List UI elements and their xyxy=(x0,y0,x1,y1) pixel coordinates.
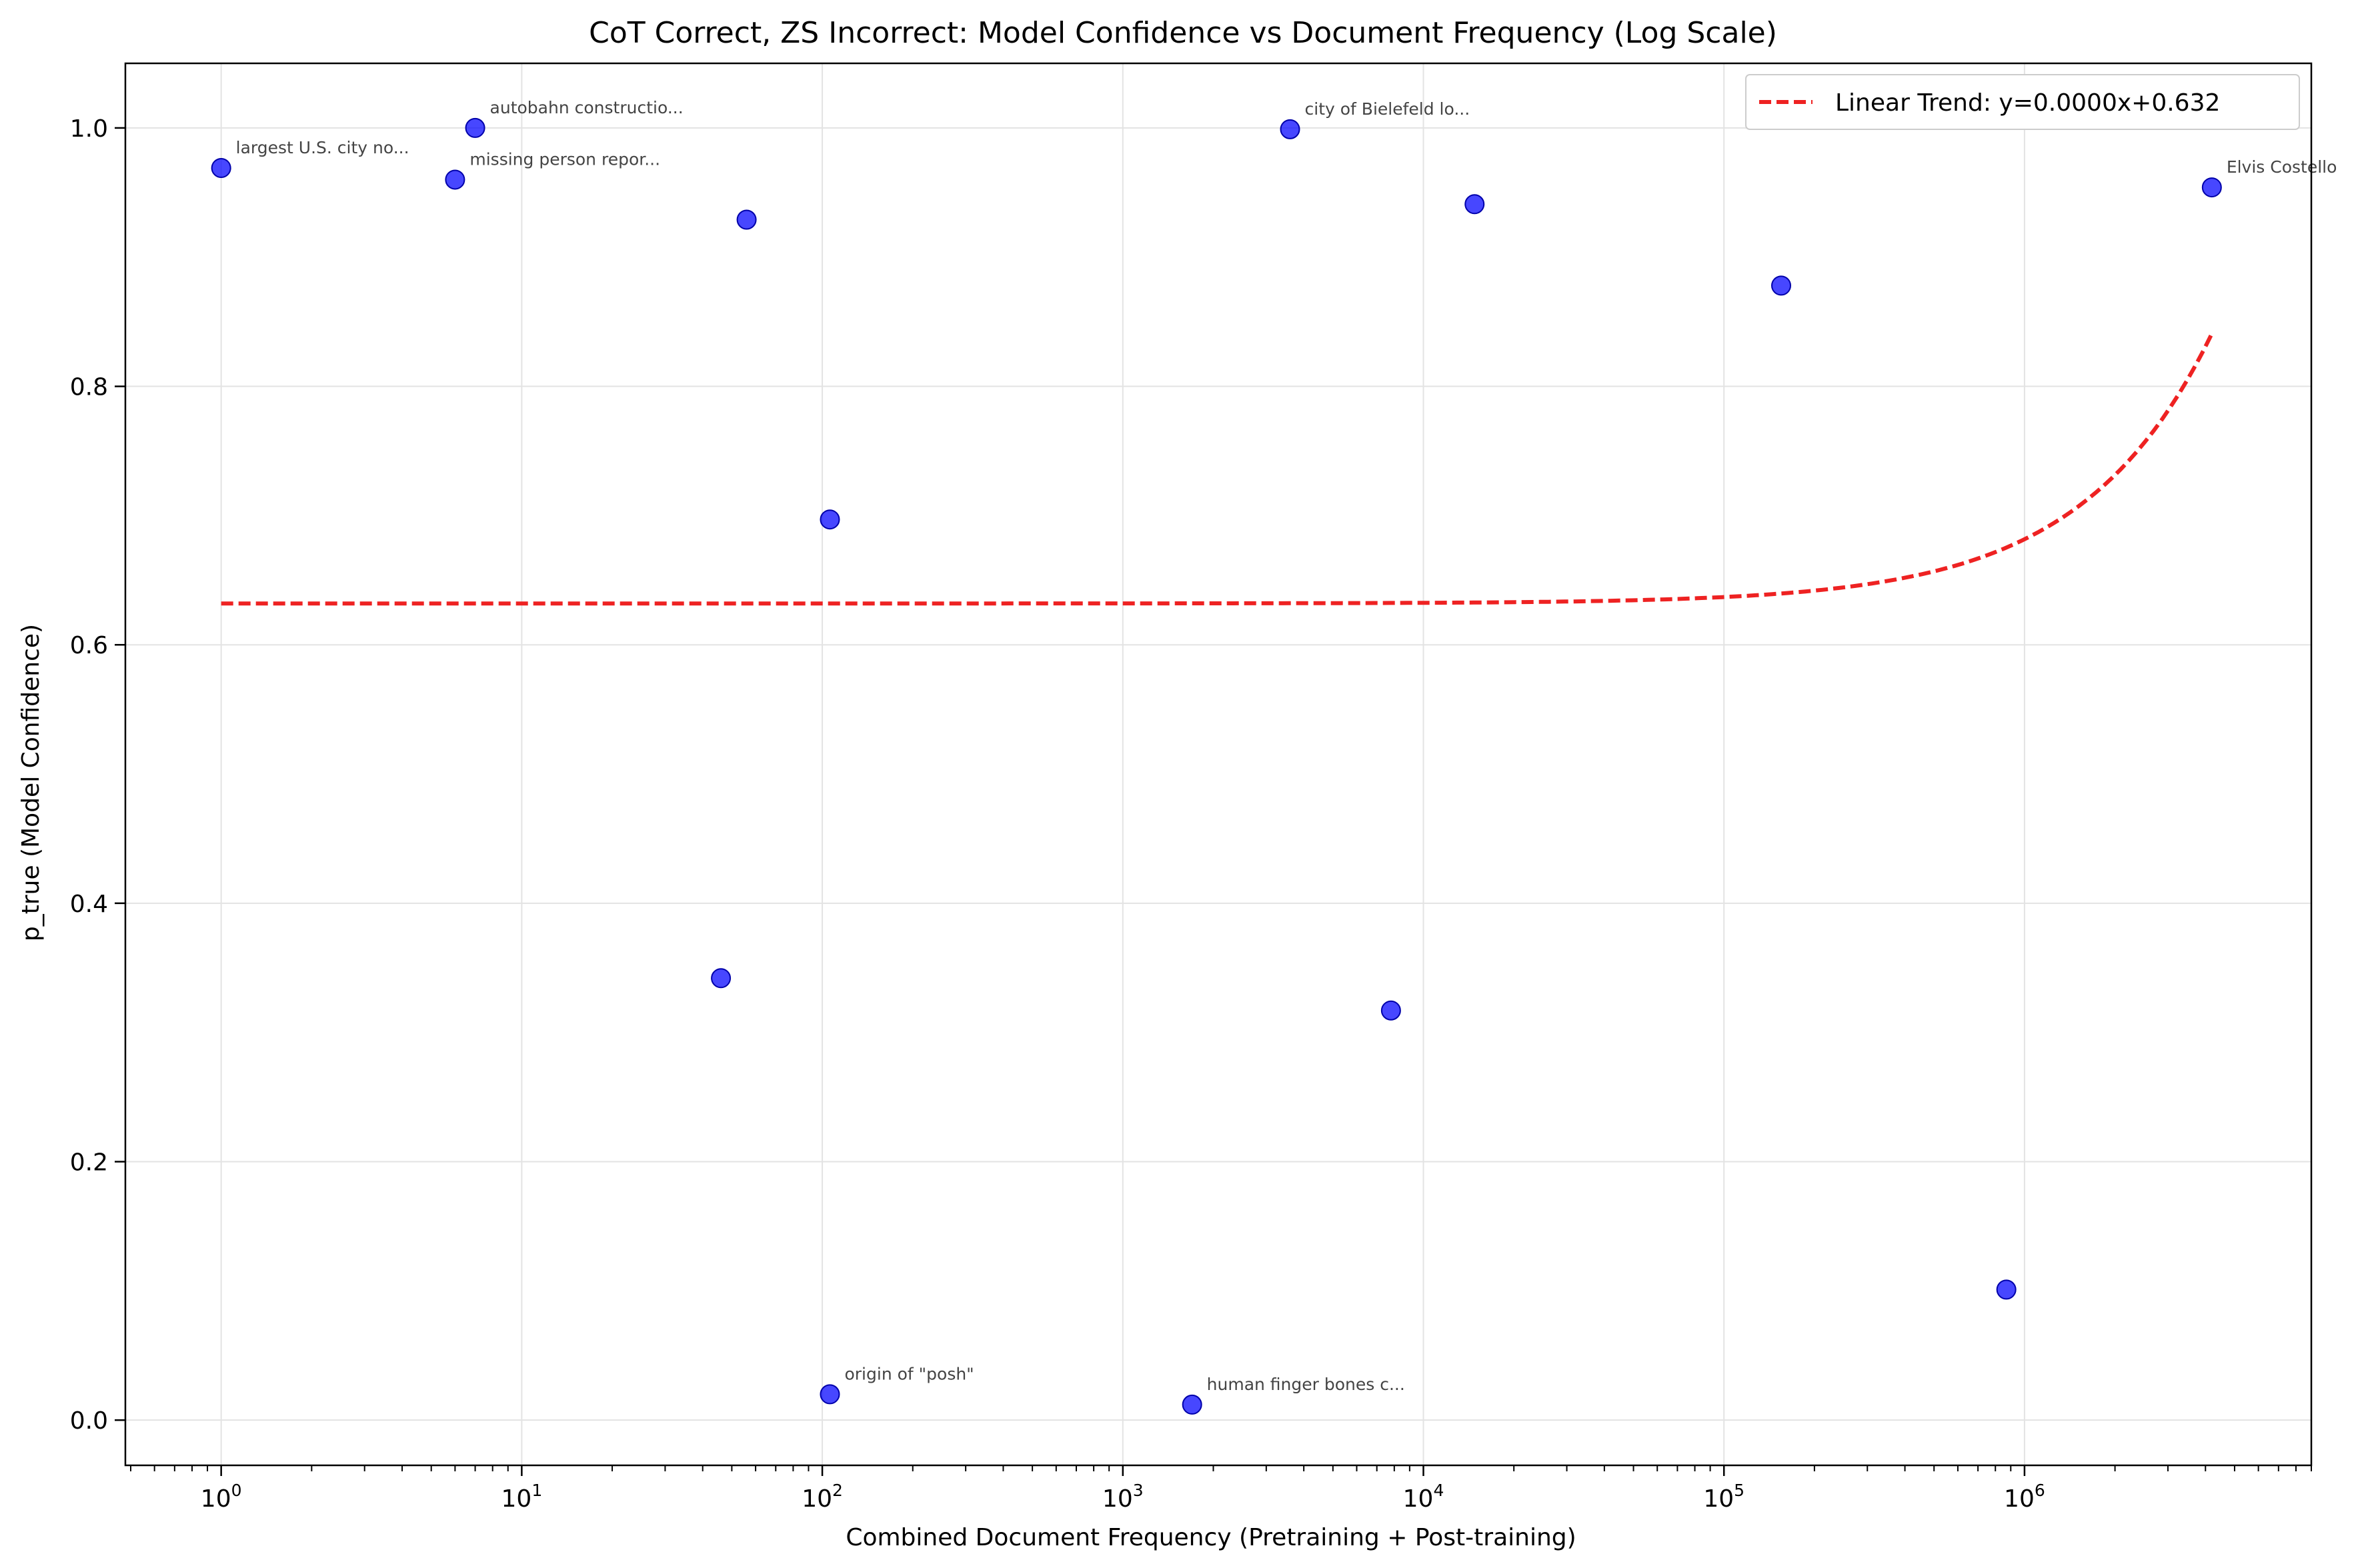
chart-title: CoT Correct, ZS Incorrect: Model Confide… xyxy=(589,16,1777,50)
x-tick-label: 102 xyxy=(802,1481,843,1513)
x-tick-label: 105 xyxy=(1703,1481,1744,1513)
data-point xyxy=(1464,194,1485,215)
data-point xyxy=(1770,275,1791,296)
data-point xyxy=(1182,1394,1202,1415)
points-layer xyxy=(211,117,2222,1415)
data-point xyxy=(820,509,840,530)
data-point xyxy=(711,968,732,989)
data-point xyxy=(736,209,757,230)
x-tick-label: 103 xyxy=(1102,1481,1144,1513)
data-point xyxy=(445,169,465,190)
x-tick-label: 106 xyxy=(2004,1481,2045,1513)
x-tick-label: 101 xyxy=(501,1481,543,1513)
point-annotation: human finger bones c... xyxy=(1207,1375,1405,1394)
point-annotation: largest U.S. city no... xyxy=(236,138,409,157)
point-annotation: autobahn constructio... xyxy=(490,98,684,117)
data-point xyxy=(1280,119,1300,139)
trend-line xyxy=(221,333,2214,606)
data-point xyxy=(2201,177,2222,198)
y-axis-ticks: 0.0 0.2 0.4 0.6 0.8 1.0 xyxy=(70,115,125,1435)
point-annotation: missing person repor... xyxy=(469,149,660,169)
point-annotation: origin of "posh" xyxy=(844,1364,974,1383)
legend-box xyxy=(1745,74,2300,130)
point-annotation: city of Bielefeld lo... xyxy=(1305,99,1470,119)
y-tick-label: 0.6 xyxy=(70,632,108,659)
plot-frame xyxy=(124,62,2313,1467)
x-axis-ticks: 100 101 102 103 104 105 106 xyxy=(129,1465,2312,1513)
data-point xyxy=(1996,1279,2017,1300)
legend: Linear Trend: y=0.0000x+0.632 xyxy=(1745,74,2300,130)
x-tick-label: 104 xyxy=(1403,1481,1444,1513)
grid xyxy=(125,63,2311,1465)
y-tick-label: 0.0 xyxy=(70,1407,108,1435)
y-tick-label: 0.8 xyxy=(70,374,108,401)
legend-trend-label: Linear Trend: y=0.0000x+0.632 xyxy=(1835,89,2220,117)
annotation-layer: largest U.S. city no... missing person re… xyxy=(236,98,2337,1394)
data-point xyxy=(1380,1000,1401,1021)
data-point xyxy=(820,1384,840,1405)
x-tick-label: 100 xyxy=(201,1481,242,1513)
y-axis-label: p_true (Model Confidence) xyxy=(17,624,45,941)
data-point xyxy=(211,157,231,178)
y-tick-label: 0.4 xyxy=(70,891,108,918)
point-annotation: Elvis Costello xyxy=(2227,157,2337,177)
trend-layer xyxy=(221,333,2214,606)
y-tick-label: 0.2 xyxy=(70,1149,108,1177)
y-tick-label: 1.0 xyxy=(70,115,108,143)
data-point xyxy=(465,117,485,138)
x-axis-label: Combined Document Frequency (Pretraining… xyxy=(846,1524,1576,1551)
